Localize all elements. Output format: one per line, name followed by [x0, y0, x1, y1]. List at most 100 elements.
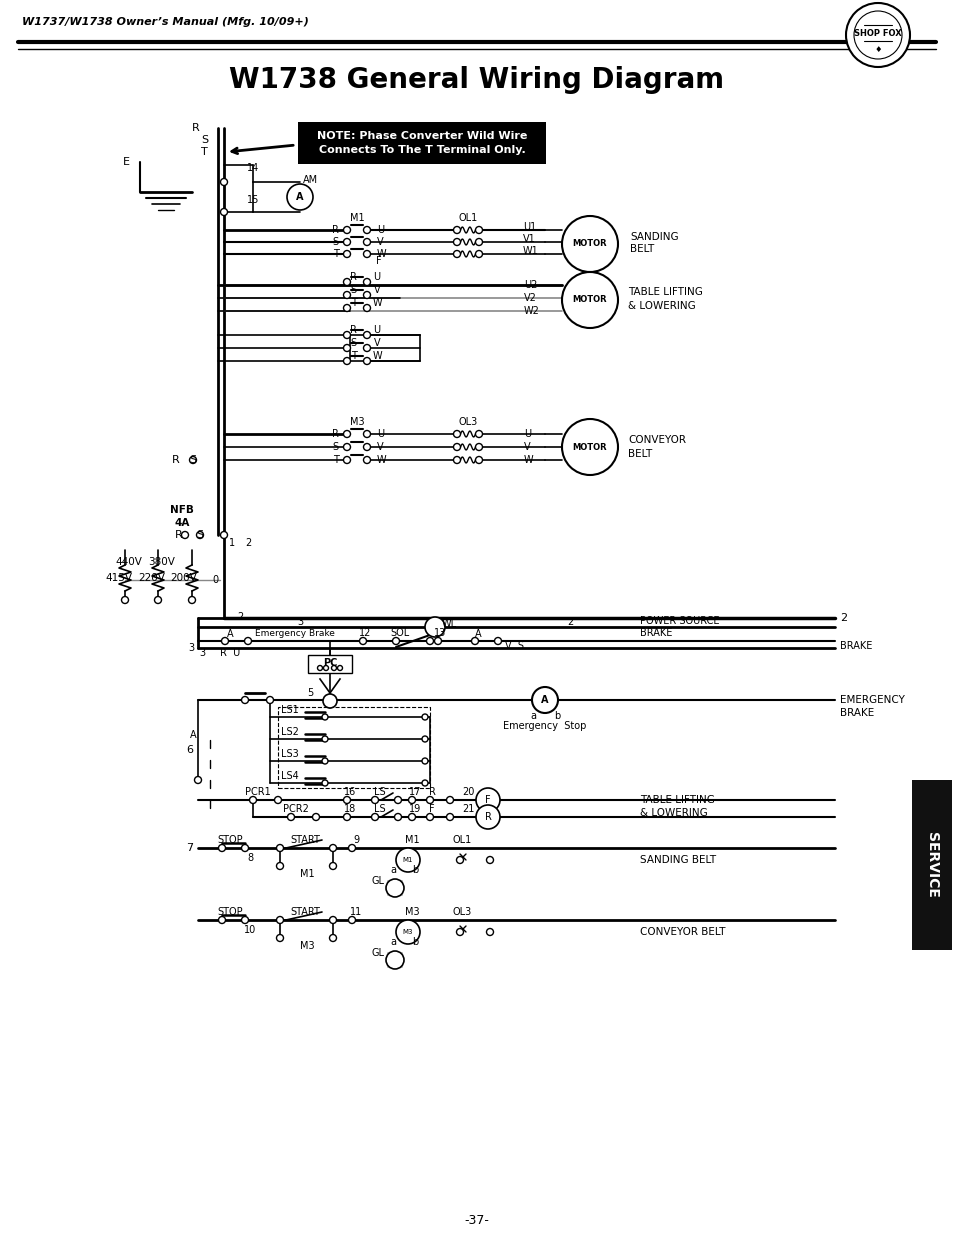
Text: BELT: BELT: [627, 450, 652, 459]
Text: S: S: [351, 338, 356, 348]
Circle shape: [386, 951, 403, 969]
Text: W2: W2: [523, 306, 539, 316]
Circle shape: [471, 637, 478, 645]
Circle shape: [453, 431, 460, 437]
Text: 16: 16: [343, 787, 355, 797]
Text: CONVEYOR BELT: CONVEYOR BELT: [639, 927, 724, 937]
Circle shape: [331, 666, 336, 671]
Bar: [308, 655, 352, 673]
Circle shape: [343, 345, 350, 352]
Circle shape: [121, 597, 129, 604]
Text: W1738 General Wiring Diagram: W1738 General Wiring Diagram: [230, 65, 723, 94]
Circle shape: [244, 637, 252, 645]
Circle shape: [475, 226, 482, 233]
Text: T: T: [351, 351, 356, 361]
Circle shape: [322, 736, 328, 742]
Circle shape: [446, 797, 453, 804]
Circle shape: [426, 797, 433, 804]
Text: a: a: [390, 864, 395, 876]
Circle shape: [274, 797, 281, 804]
Text: R: R: [175, 530, 183, 540]
Text: OL3: OL3: [457, 417, 477, 427]
Text: 7: 7: [186, 844, 193, 853]
Text: F: F: [375, 256, 381, 266]
Circle shape: [322, 714, 328, 720]
Text: R: R: [172, 454, 180, 466]
Text: U: U: [373, 325, 380, 335]
Text: 6: 6: [186, 745, 193, 755]
Text: ♦: ♦: [873, 44, 881, 53]
Text: M1: M1: [299, 869, 314, 879]
Text: AM: AM: [302, 175, 317, 185]
Text: M3: M3: [402, 929, 413, 935]
Circle shape: [456, 929, 463, 935]
Text: POWER SOURCE: POWER SOURCE: [639, 616, 719, 626]
Text: A: A: [296, 191, 303, 203]
Circle shape: [220, 179, 227, 185]
Circle shape: [329, 935, 336, 941]
Text: S: S: [201, 135, 208, 144]
Circle shape: [426, 814, 433, 820]
Text: SANDING: SANDING: [629, 232, 678, 242]
Text: 220V: 220V: [138, 573, 165, 583]
Text: SHOP FOX: SHOP FOX: [853, 28, 901, 37]
Circle shape: [322, 781, 328, 785]
Text: 10: 10: [244, 925, 255, 935]
Text: V: V: [374, 338, 380, 348]
Circle shape: [189, 597, 195, 604]
Circle shape: [363, 443, 370, 451]
Text: U1: U1: [522, 222, 536, 232]
Text: b: b: [412, 937, 417, 947]
Text: -37-: -37-: [464, 1214, 489, 1226]
Circle shape: [392, 637, 399, 645]
Text: 14: 14: [247, 163, 259, 173]
Circle shape: [456, 857, 463, 863]
Text: M1: M1: [350, 212, 364, 224]
Circle shape: [395, 848, 419, 872]
Circle shape: [343, 238, 350, 246]
Text: GL: GL: [371, 948, 384, 958]
Text: 13: 13: [434, 629, 446, 638]
Circle shape: [853, 11, 901, 59]
Circle shape: [475, 431, 482, 437]
Text: W1737/W1738 Owner’s Manual (Mfg. 10/09+): W1737/W1738 Owner’s Manual (Mfg. 10/09+): [22, 17, 309, 27]
Text: START: START: [290, 906, 319, 918]
Text: BRAKE: BRAKE: [639, 629, 672, 638]
Text: 18: 18: [343, 804, 355, 814]
Circle shape: [363, 251, 370, 258]
Circle shape: [343, 814, 350, 820]
Text: PC: PC: [322, 658, 336, 668]
Circle shape: [343, 279, 350, 285]
Circle shape: [317, 666, 322, 671]
Text: CONVEYOR: CONVEYOR: [627, 435, 685, 445]
Text: F: F: [429, 804, 435, 814]
Text: E: E: [123, 157, 130, 167]
Circle shape: [408, 797, 416, 804]
Text: R: R: [428, 787, 435, 797]
Text: 3: 3: [198, 648, 205, 658]
Bar: [277, 706, 430, 788]
Circle shape: [475, 457, 482, 463]
Text: Emergency Brake: Emergency Brake: [254, 629, 335, 637]
Text: M3: M3: [350, 417, 364, 427]
Circle shape: [421, 736, 428, 742]
Circle shape: [453, 251, 460, 258]
Text: OL1: OL1: [457, 212, 477, 224]
Text: NFB: NFB: [170, 505, 193, 515]
Text: R: R: [484, 811, 491, 823]
Circle shape: [343, 443, 350, 451]
Text: 5: 5: [307, 688, 313, 698]
Circle shape: [475, 238, 482, 246]
Circle shape: [446, 814, 453, 820]
Circle shape: [359, 637, 366, 645]
Text: A: A: [227, 629, 233, 638]
Circle shape: [561, 216, 618, 272]
Circle shape: [453, 457, 460, 463]
Circle shape: [363, 431, 370, 437]
Text: SANDING BELT: SANDING BELT: [639, 855, 716, 864]
Circle shape: [329, 845, 336, 851]
Circle shape: [453, 443, 460, 451]
Circle shape: [421, 758, 428, 764]
Text: 2: 2: [566, 618, 573, 627]
Text: M3: M3: [299, 941, 314, 951]
